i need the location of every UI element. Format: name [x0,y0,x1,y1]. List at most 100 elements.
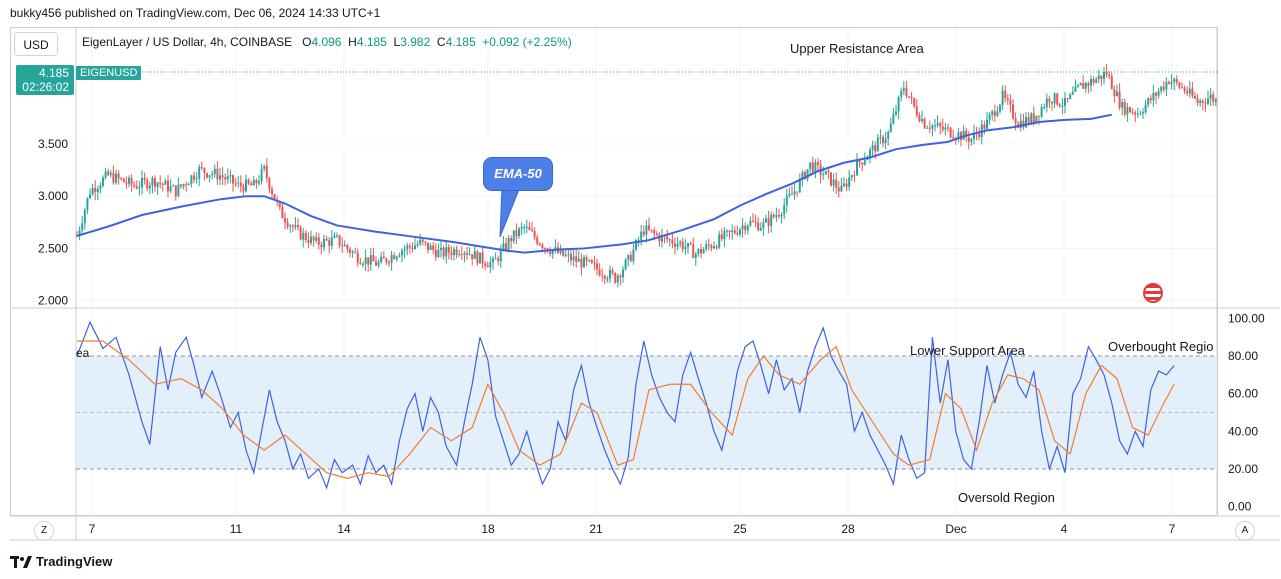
candle-body [991,111,994,115]
candle-body [1155,92,1157,96]
candle-body [874,145,877,152]
candle-body [905,88,908,97]
candle-body [221,175,224,178]
candle-body [107,171,110,175]
candle-body [759,227,762,231]
candle-body [1136,113,1139,115]
candle-body [655,233,658,235]
candle-body [1123,101,1126,115]
candle-body [1038,115,1040,117]
candle-body [619,275,622,278]
candle-body [801,172,804,179]
candle-body [356,252,359,264]
time-tick-label: 28 [841,522,855,536]
candle-body [416,244,419,246]
candle-body [1116,91,1118,97]
candle-body [1045,98,1048,108]
currency-button[interactable]: USD [14,32,58,56]
candle-body [523,226,526,228]
candle-body [572,256,575,261]
ema-callout[interactable]: EMA-50 [484,158,552,190]
candle-body [830,172,832,186]
candle-body [96,189,99,193]
candle-body [986,119,988,129]
candle-body [622,269,624,278]
candle-body [876,137,879,152]
candle-body [931,125,934,129]
price-tag: 4.185 02:26:02 [16,65,74,95]
candle-body [1230,89,1232,100]
oscillator-axis-ticks: 100.00 80.00 60.00 40.00 20.00 0.00 [1228,311,1265,513]
candle-body [713,246,715,249]
candle-body [1149,98,1152,101]
candle-body [908,96,910,98]
candle-body [962,130,965,140]
candle-body [978,133,981,137]
candle-body [1165,81,1168,90]
candle-body [1058,104,1061,107]
us-flag-icon[interactable] [1143,283,1163,303]
candle-body [869,149,871,157]
candle-body [133,184,136,187]
candle-body [736,232,739,235]
candle-body [351,251,354,253]
candle-body [744,225,747,231]
candle-body [141,177,143,188]
z-button[interactable]: Z [34,521,54,541]
candle-body [1212,94,1215,102]
candle-body [624,259,627,270]
candle-body [1173,79,1176,82]
candle-body [421,239,424,242]
candle-body [900,91,903,98]
a-button[interactable]: A [1235,521,1255,541]
candle-body [265,165,268,179]
candle-body [835,179,838,188]
candle-body [1181,87,1183,89]
candle-body [957,132,960,139]
candle-body [902,88,905,92]
candle-body [710,245,713,249]
candle-body [853,175,856,177]
candle-body [1220,108,1222,109]
candle-body [219,175,221,180]
candle-body [1157,91,1160,96]
candle-body [180,184,182,187]
candle-body [354,251,357,253]
candle-body [780,214,783,217]
candle-body [182,184,185,187]
candle-body [291,225,294,227]
candle-body [895,111,897,115]
time-tick-label: 21 [589,522,603,536]
candle-body [921,118,923,122]
candle-body [642,231,645,235]
symbol-name: EigenLayer / US Dollar, 4h, COINBASE [82,35,293,49]
candle-body [177,184,180,197]
candle-body [328,240,331,246]
candle-body [694,254,697,259]
candle-body [343,244,346,247]
candle-body [601,275,604,277]
candle-body [1225,94,1227,104]
candle-body [245,179,247,192]
candle-body [848,177,851,187]
candle-body [1209,94,1212,99]
ema-50-series [76,113,1112,254]
candle-body [130,177,133,185]
candle-body [395,256,398,260]
candle-body [468,254,471,256]
candle-body [952,137,955,139]
candle-body [401,250,403,256]
time-tick-label: 7 [89,522,96,536]
candle-body [442,247,445,257]
oscillator-tick-label: 0.00 [1228,500,1252,514]
candle-body [278,201,281,207]
candle-body [575,256,578,262]
symbol-legend: EigenLayer / US Dollar, 4h, COINBASE O4.… [82,35,572,49]
candle-body [531,229,533,231]
candle-body [585,257,588,261]
candle-body [76,235,78,237]
candle-body [684,247,687,250]
candle-body [715,246,718,248]
candle-body [541,244,544,249]
